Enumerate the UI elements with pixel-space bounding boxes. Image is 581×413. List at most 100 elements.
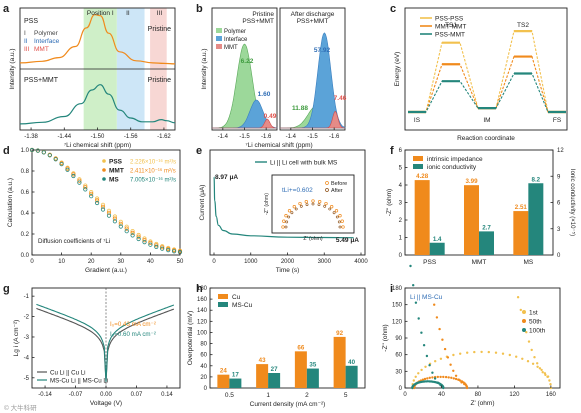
inset-point-after [294,207,298,211]
panel-f-ytick-label: 2 [399,218,403,224]
tail-point-100th [425,354,429,358]
inset-point-after [335,215,339,219]
point-1st [548,379,551,382]
point-50th [421,378,425,381]
legend-label-ms: MS [109,177,119,184]
point-mmt [130,230,135,235]
legend-marker-pss [102,159,106,163]
category-3: 5 [344,392,348,399]
state-label-ts1: TS1 [445,22,457,29]
inset-point-after [305,203,309,207]
point-50th [428,376,431,379]
tail-point-50th [433,303,436,306]
value-interface-right: 57.92 [314,47,331,54]
inset-point-before [281,225,285,229]
panel-g-xtick-label: -0.14 [38,392,52,398]
panel-i-ytick-label: 30 [395,369,402,375]
panel-b-right-subtitle: PSS+MMT [297,18,329,25]
point-ms [53,157,58,162]
bar-ms-cu-1 [268,373,281,388]
panel-f-ytick-label: 4 [399,183,403,189]
panel-a-letter: a [3,3,10,15]
panel-f-ytick-label: 6 [399,148,403,154]
tail-point-1st [519,308,522,312]
point-50th [442,375,445,379]
legend-coef-mmt: 2.411×10⁻¹⁶ m²/s [130,168,176,175]
panel-h-ytick-label: 60 [200,353,207,359]
panel-g-ytick-label: -3 [24,335,30,341]
point-1st [521,357,524,360]
panel-i-ytick-label: 90 [395,336,402,342]
panel-f-ytick-label: 1 [399,236,403,242]
point-pss [100,202,106,207]
tail-point-100th [431,371,434,374]
panel-g-ytick-label: -2 [24,315,30,321]
panel-g-ylabel: Lg i (A cm⁻²) [13,320,20,357]
panel-a-xtick-label: -1.50 [91,134,105,140]
panel-i-frame [404,287,561,389]
inset-point-before [324,201,328,206]
panel-a-xtick-label: -1.44 [57,134,71,140]
subplot-label-pssmmt: PSS+MMT [24,77,59,84]
label-conductivity-ms: 8.2 [532,176,541,183]
label-conductivity-mmt: 2.7 [482,224,491,231]
panel-b-left-title: Pristine [252,11,274,18]
inset-point-before [318,200,322,204]
point-50th [426,377,429,380]
label-ms-cu-3: 40 [348,359,355,366]
point-50th [454,377,458,381]
tail-point-50th [438,327,441,331]
panel-i-ytick-label: 120 [392,319,403,325]
panel-h-xlabel: Current density (mA cm⁻²) [250,401,326,408]
point-1st [501,352,505,355]
tail-point-100th [433,377,437,380]
inset-point-after [332,211,336,215]
point-1st [526,360,530,363]
tail-point-1st [533,356,536,359]
point-pss [89,190,94,195]
point-1st [508,353,511,357]
band-label-3: III [157,10,163,17]
point-ms [35,148,41,153]
point-1st [549,383,552,386]
panel-i-xtick-label: 160 [546,392,557,398]
bar-conductivity-mmt [479,231,494,255]
panel-g-xtick-label: 0.07 [131,392,143,398]
bar-cu-1 [256,364,269,388]
inset-ylabel: -Z'' (ohm) [264,193,270,215]
point-1st [466,351,469,354]
legend-label-interface: Interface [224,37,248,43]
category-mmt: MMT [472,259,487,266]
panel-i-ytick-label: 180 [392,286,403,292]
category-0: 0.5 [225,392,234,399]
inset-point-after [311,202,315,206]
panel-a-ylabel: Intensity (a.u.) [9,48,16,89]
label-i0: 8.97 μA [215,174,238,181]
panel-c-letter: c [390,3,396,15]
point-mmt [154,243,159,248]
panel-i-xlabel: Z' (ohm) [471,400,495,407]
point-pss [106,208,112,213]
panel-b-letter: b [196,3,203,15]
panel-h-ytick-label: 120 [197,319,208,325]
tail-point-1st [544,373,547,377]
bar-ms-cu-2 [306,368,319,388]
panel-g-xtick-label: 0.00 [100,392,112,398]
inset-point-after [337,220,341,224]
band-label-2: II [126,10,130,17]
inset-point-after [284,225,288,229]
panel-d-ytick-label: 1.0 [21,148,30,154]
point-mmt [136,234,141,239]
panel-e-letter: e [196,145,202,157]
tail-point-1st [546,375,550,378]
tail-point-50th [443,347,447,351]
tail-point-50th [452,369,455,372]
panel-d-ytick-label: 0.8 [21,169,30,175]
panel-d-frame [31,149,181,256]
legend-swatch-interface [216,36,222,41]
tail-point-100th [417,317,420,320]
point-50th [447,376,450,379]
panel-i-ytick-label: 150 [392,303,403,309]
